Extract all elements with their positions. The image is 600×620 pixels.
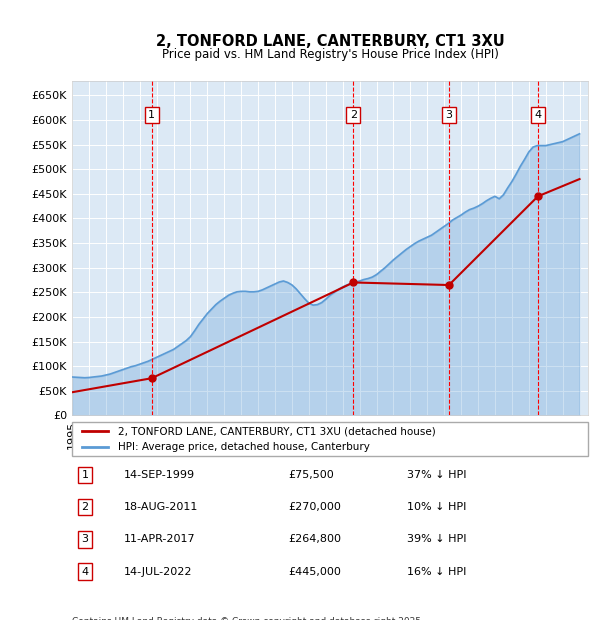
Text: Price paid vs. HM Land Registry's House Price Index (HPI): Price paid vs. HM Land Registry's House … xyxy=(161,48,499,61)
Text: 2: 2 xyxy=(82,502,88,512)
Text: 3: 3 xyxy=(445,110,452,120)
Text: £264,800: £264,800 xyxy=(289,534,342,544)
Text: HPI: Average price, detached house, Canterbury: HPI: Average price, detached house, Cant… xyxy=(118,442,370,452)
Text: Contains HM Land Registry data © Crown copyright and database right 2025.
This d: Contains HM Land Registry data © Crown c… xyxy=(72,617,424,620)
Text: £75,500: £75,500 xyxy=(289,470,334,480)
Text: 11-APR-2017: 11-APR-2017 xyxy=(124,534,195,544)
Text: 18-AUG-2011: 18-AUG-2011 xyxy=(124,502,198,512)
Text: 39% ↓ HPI: 39% ↓ HPI xyxy=(407,534,467,544)
Text: 1: 1 xyxy=(82,470,88,480)
Text: 14-JUL-2022: 14-JUL-2022 xyxy=(124,567,192,577)
Text: 2, TONFORD LANE, CANTERBURY, CT1 3XU (detached house): 2, TONFORD LANE, CANTERBURY, CT1 3XU (de… xyxy=(118,426,436,436)
Text: 14-SEP-1999: 14-SEP-1999 xyxy=(124,470,195,480)
Text: 4: 4 xyxy=(82,567,88,577)
Text: 4: 4 xyxy=(535,110,541,120)
Text: 3: 3 xyxy=(82,534,88,544)
Text: £270,000: £270,000 xyxy=(289,502,341,512)
Text: 10% ↓ HPI: 10% ↓ HPI xyxy=(407,502,467,512)
Text: 37% ↓ HPI: 37% ↓ HPI xyxy=(407,470,467,480)
Text: 1: 1 xyxy=(148,110,155,120)
FancyBboxPatch shape xyxy=(72,422,588,456)
Text: 2: 2 xyxy=(350,110,357,120)
Text: 2, TONFORD LANE, CANTERBURY, CT1 3XU: 2, TONFORD LANE, CANTERBURY, CT1 3XU xyxy=(155,34,505,49)
Text: £445,000: £445,000 xyxy=(289,567,341,577)
Text: 16% ↓ HPI: 16% ↓ HPI xyxy=(407,567,467,577)
